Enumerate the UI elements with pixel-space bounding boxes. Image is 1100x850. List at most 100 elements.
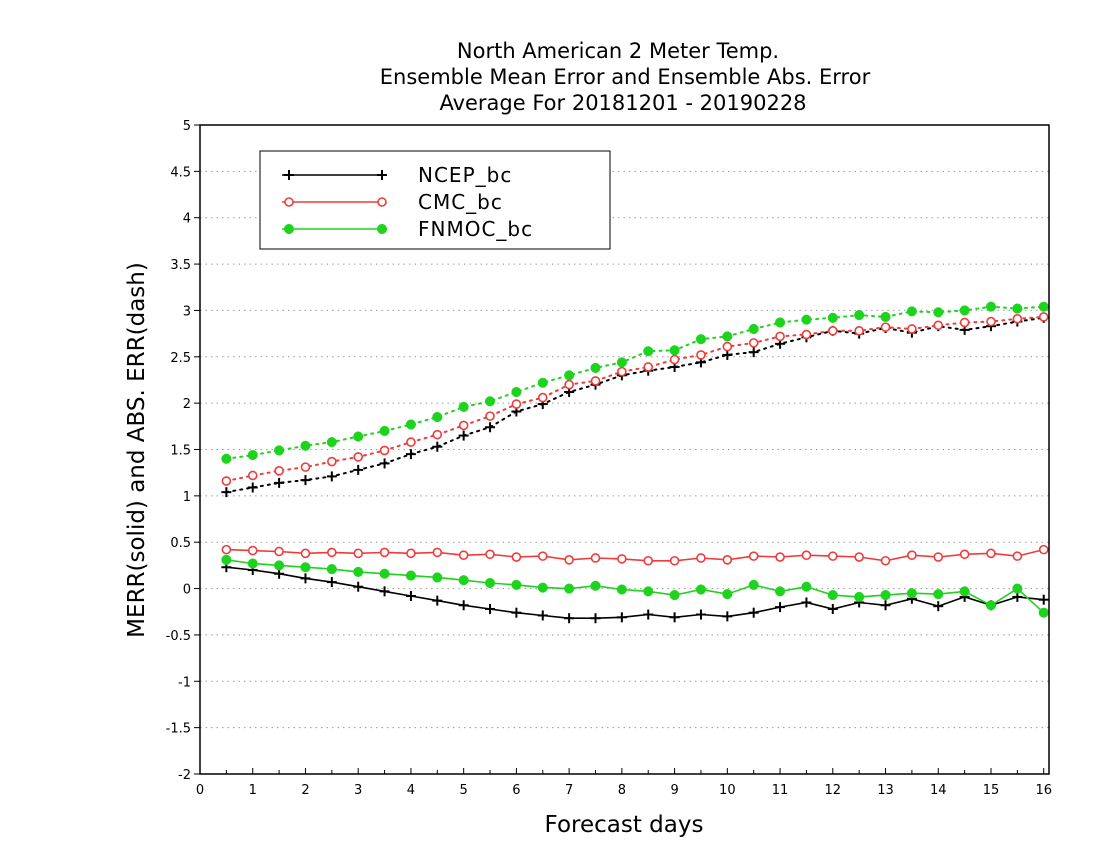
fnmoc-bc-abs-err-point <box>985 301 997 312</box>
data-series <box>221 301 1049 624</box>
x-tick-label: 8 <box>618 783 626 798</box>
ncep-bc-abs-err-point <box>353 464 364 475</box>
y-axis-label: MERR(solid) and ABS. ERR(dash) <box>124 262 150 638</box>
ncep-bc-merr-point <box>775 602 786 613</box>
fnmoc-bc-merr-point <box>326 564 337 575</box>
ncep-bc-abs-err-point <box>722 349 733 360</box>
fnmoc-bc-merr-point <box>933 589 944 600</box>
y-tick-label: -1 <box>178 675 191 690</box>
cmc-bc-merr-point <box>274 546 284 557</box>
fnmoc-bc-abs-err-point <box>801 314 812 325</box>
cmc-bc-abs-err-point <box>748 338 759 348</box>
cmc-bc-abs-err-point <box>564 379 574 390</box>
y-tick-label: 1 <box>183 490 191 505</box>
chart-title: North American 2 Meter Temp. Ensemble Me… <box>380 39 871 115</box>
title-line-2: Ensemble Mean Error and Ensemble Abs. Er… <box>380 65 871 89</box>
cmc-bc-abs-err-point <box>669 354 680 365</box>
x-tick-label: 13 <box>877 783 894 798</box>
fnmoc-bc-abs-err-point <box>511 386 522 398</box>
ncep-bc-merr-point <box>801 597 812 608</box>
ncep-bc-merr-point <box>695 609 706 620</box>
fnmoc-bc-merr-point <box>590 580 601 591</box>
fnmoc-bc-merr-point <box>880 590 891 601</box>
cmc-bc-abs-err-point <box>801 329 812 340</box>
fnmoc-bc-merr-point <box>564 583 575 594</box>
fnmoc-bc-abs-err-point <box>326 437 337 448</box>
series-fnmoc-bc <box>221 301 1049 618</box>
ncep-bc-abs-err-point <box>485 422 496 433</box>
legend-marker-start <box>284 197 294 207</box>
x-tick-label: 7 <box>565 783 573 798</box>
cmc-bc-merr-point <box>827 551 838 561</box>
fnmoc-bc-merr-point <box>959 586 970 597</box>
cmc-bc-merr-point <box>300 548 311 559</box>
cmc-bc-merr-point <box>669 555 680 566</box>
cmc-bc-abs-err-point <box>274 466 284 476</box>
y-tick-label: 4.5 <box>170 165 191 180</box>
ncep-bc-merr-point <box>326 577 337 588</box>
cmc-bc-abs-err-point <box>933 320 944 331</box>
x-tick-label: 11 <box>772 783 789 798</box>
cmc-bc-merr-point <box>564 555 574 565</box>
cmc-bc-merr-point <box>247 545 258 556</box>
ncep-bc-abs-err-point <box>300 475 311 486</box>
cmc-bc-abs-err-point <box>406 437 416 447</box>
fnmoc-bc-merr-point <box>775 586 786 597</box>
cmc-bc-merr-point <box>617 554 627 564</box>
fnmoc-bc-merr-point <box>484 577 496 589</box>
fnmoc-bc-merr-point <box>722 589 733 600</box>
ncep-bc-merr-point <box>405 590 416 601</box>
legend: NCEP_bc CMC_bc FNMOC_bc <box>259 150 611 250</box>
y-tick-label: -0.5 <box>166 629 191 644</box>
ncep-bc-abs-err-point <box>405 449 416 460</box>
ncep-bc-merr-point <box>748 607 759 618</box>
title-line-3: Average For 20181201 - 20190228 <box>439 91 806 115</box>
ncep-bc-merr-point <box>643 609 654 620</box>
fnmoc-bc-abs-err-point <box>616 357 627 368</box>
fnmoc-bc-abs-err-point <box>484 396 496 407</box>
cmc-bc-merr-point <box>590 553 601 563</box>
cmc-bc-merr-point <box>1012 551 1023 561</box>
cmc-bc-abs-err-point <box>907 324 917 334</box>
fnmoc-bc-abs-err-point <box>669 345 680 356</box>
ncep-bc-abs-err-point <box>274 477 285 488</box>
x-axis-label: Forecast days <box>545 812 704 838</box>
fnmoc-bc-abs-err-point <box>379 425 390 437</box>
ncep-bc-merr-point <box>669 612 680 623</box>
series-cmc-bc <box>221 312 1049 566</box>
cmc-bc-merr-point <box>722 555 733 565</box>
ncep-bc-merr-point <box>1038 594 1049 605</box>
fnmoc-bc-abs-err-point <box>564 370 575 381</box>
cmc-bc-merr-point <box>854 552 864 562</box>
fnmoc-bc-merr-point <box>801 581 812 592</box>
cmc-bc-merr-point <box>907 550 917 560</box>
cmc-bc-abs-err-point <box>617 366 627 377</box>
fnmoc-bc-abs-err-point <box>748 323 759 335</box>
y-tick-label: 4 <box>183 212 191 227</box>
ncep-bc-merr-point <box>880 600 891 611</box>
cmc-bc-abs-err-point <box>458 420 469 431</box>
cmc-bc-abs-err-point <box>959 317 970 328</box>
cmc-bc-merr-point <box>933 552 944 562</box>
x-tick-label: 1 <box>249 783 257 798</box>
x-tick-label: 12 <box>825 783 842 798</box>
cmc-bc-merr-point <box>959 549 970 560</box>
ncep-bc-merr-point <box>590 613 601 624</box>
cmc-bc-abs-err-point <box>511 399 522 409</box>
cmc-bc-abs-err-point <box>1012 313 1023 324</box>
gridlines <box>200 170 1049 729</box>
cmc-bc-merr-point <box>221 544 232 555</box>
ncep-bc-abs-err-point <box>247 482 258 493</box>
fnmoc-bc-abs-err-point <box>827 312 838 323</box>
fnmoc-bc-abs-err-point <box>458 401 469 412</box>
ncep-bc-merr-point <box>485 603 496 614</box>
y-tick-label: 2 <box>183 397 191 412</box>
cmc-bc-abs-err-point <box>1038 312 1049 322</box>
ncep-bc-abs-err-point <box>748 347 759 358</box>
y-tick-label: 2.5 <box>170 351 191 366</box>
fnmoc-bc-abs-err-point <box>1012 303 1023 314</box>
x-tick-label: 2 <box>301 783 309 798</box>
fnmoc-bc-merr-point <box>221 554 232 565</box>
ncep-bc-merr-point <box>616 612 627 623</box>
